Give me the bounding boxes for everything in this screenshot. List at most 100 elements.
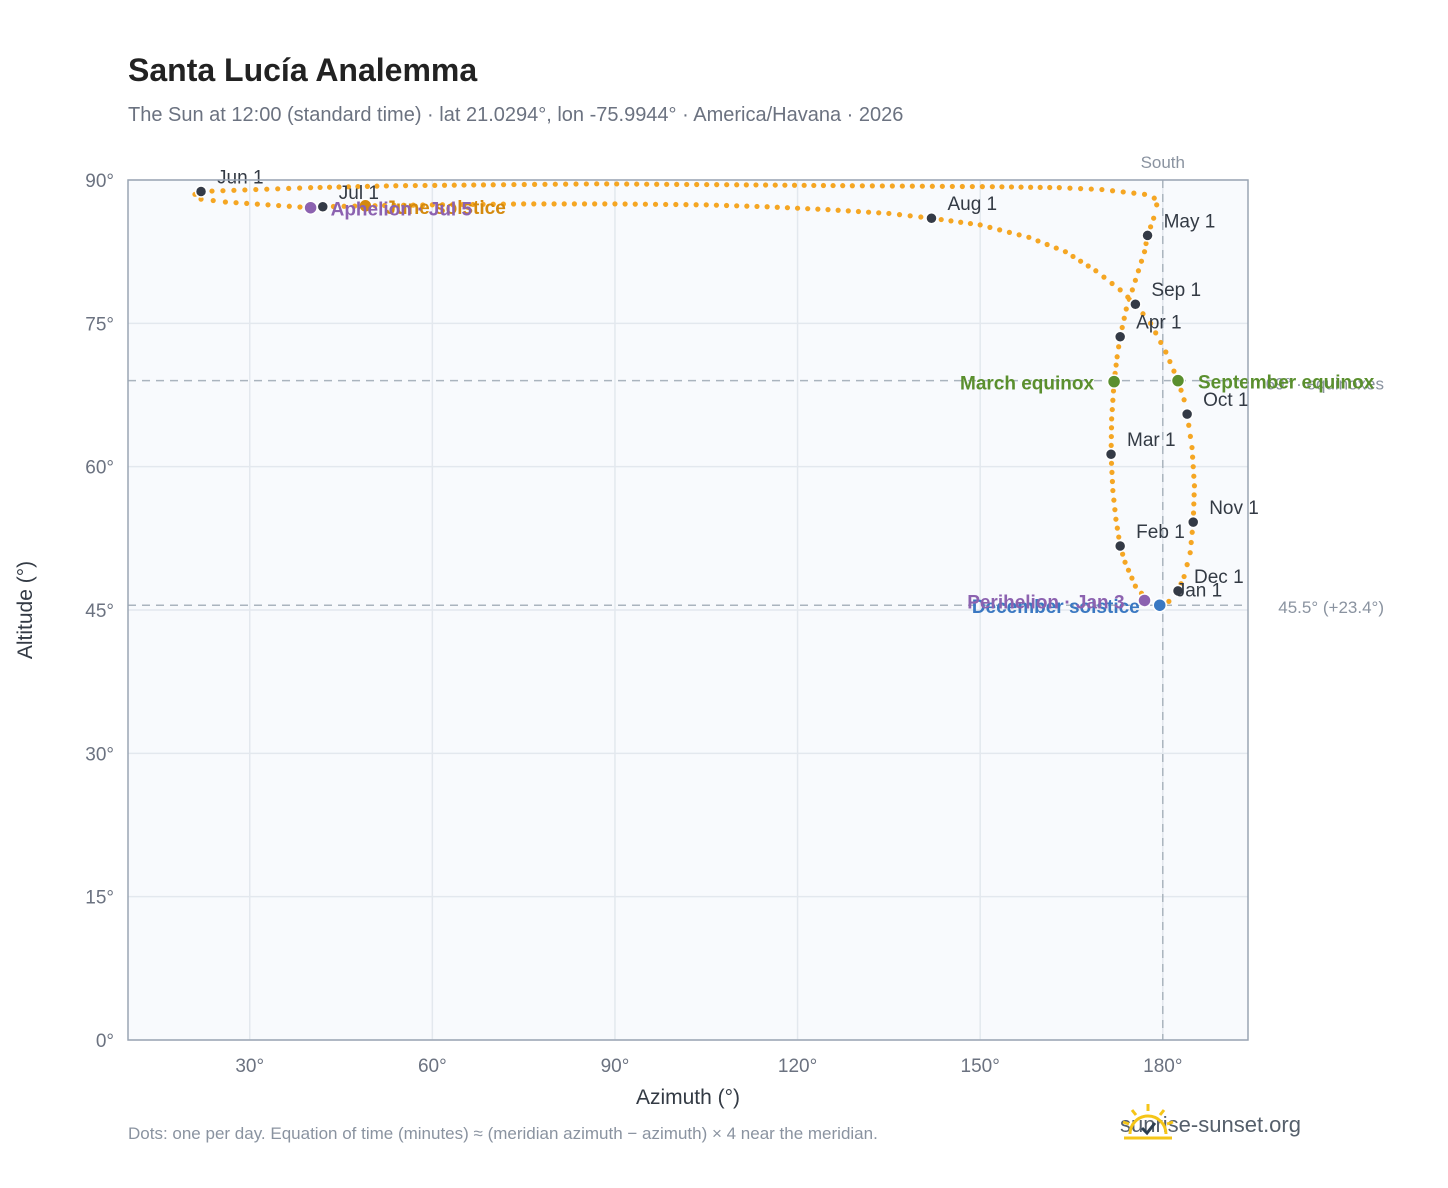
- month-marker: [1129, 297, 1142, 311]
- daily-sun-dot: [451, 182, 457, 188]
- daily-sun-dot: [561, 201, 567, 207]
- month-marker: [1171, 584, 1185, 598]
- daily-sun-dot: [859, 183, 865, 189]
- axes: 30° 60° 90° 120° 150° 180° 0° 15° 30° 45° 60° 75° 90…: [14, 171, 1182, 1109]
- daily-sun-dot: [1108, 433, 1114, 440]
- daily-sun-dot: [1189, 529, 1195, 535]
- daily-sun-dot: [393, 183, 399, 189]
- daily-sun-dot: [840, 183, 846, 189]
- daily-sun-dot: [1187, 550, 1193, 556]
- daily-sun-dot: [713, 202, 720, 208]
- daily-sun-dot: [919, 183, 925, 189]
- daily-sun-dot: [855, 208, 862, 215]
- daily-sun-dot: [1116, 344, 1122, 350]
- daily-sun-dot: [551, 201, 557, 207]
- month-label: Jun 1: [217, 167, 263, 188]
- solstice-line-label: 45.5° (+23.4°): [1278, 598, 1384, 617]
- event-marker: [303, 200, 318, 215]
- daily-sun-dot: [1125, 567, 1132, 573]
- daily-sun-dot: [1140, 311, 1146, 317]
- event-marker: [358, 198, 373, 214]
- sun-logo-icon: [1122, 1104, 1174, 1140]
- daily-sun-dot: [1078, 258, 1084, 264]
- daily-sun-dot: [938, 216, 944, 223]
- daily-sun-dot: [571, 201, 577, 207]
- equinox-line-label: 69° · equinoxes: [1266, 375, 1384, 394]
- y-tick-label: 75°: [85, 314, 114, 335]
- daily-sun-dot: [420, 202, 426, 208]
- daily-sun-dot: [849, 183, 855, 189]
- daily-sun-dot: [374, 183, 380, 189]
- daily-sun-dot: [664, 181, 670, 187]
- daily-sun-dot: [1109, 469, 1115, 475]
- daily-sun-dot: [764, 204, 770, 210]
- daily-sun-dot: [977, 222, 983, 228]
- daily-sun-dot: [592, 201, 598, 207]
- month-label: Dec 1: [1194, 567, 1244, 588]
- daily-sun-dot: [1191, 473, 1197, 479]
- daily-sun-dot: [573, 181, 579, 187]
- month-label: Aug 1: [947, 194, 997, 215]
- daily-sun-dot: [429, 202, 435, 208]
- y-tick-label: 30°: [85, 744, 114, 765]
- daily-sun-dot: [979, 184, 985, 190]
- daily-sun-dot: [1093, 268, 1099, 274]
- daily-sun-dot: [1109, 280, 1115, 287]
- daily-sun-dot: [1085, 263, 1091, 269]
- daily-sun-dot: [383, 183, 389, 189]
- daily-sun-dot: [222, 199, 228, 205]
- month-label: Oct 1: [1203, 390, 1248, 411]
- daily-sun-dot: [614, 181, 620, 187]
- month-label: Jan 1: [1176, 580, 1222, 601]
- daily-sun-dot: [1171, 368, 1177, 374]
- daily-sun-dot: [1109, 406, 1115, 413]
- daily-sun-dot: [253, 186, 259, 193]
- daily-sun-dot: [949, 183, 955, 190]
- month-marker: [1180, 407, 1194, 421]
- markers: [194, 185, 1200, 613]
- month-label: Nov 1: [1209, 498, 1259, 519]
- daily-sun-dot: [634, 181, 640, 187]
- daily-sun-dot: [441, 182, 448, 188]
- daily-sun-dot: [594, 181, 600, 187]
- daily-sun-dot: [1018, 184, 1024, 190]
- daily-sun-dot: [1120, 189, 1126, 195]
- daily-sun-dot: [220, 188, 226, 194]
- daily-sun-dot: [254, 201, 260, 207]
- daily-sun-dot: [1129, 575, 1135, 581]
- daily-sun-dot: [772, 182, 778, 188]
- daily-sun-dot: [684, 181, 690, 188]
- daily-sun-dot: [622, 201, 628, 207]
- daily-sun-dot: [1067, 185, 1073, 191]
- daily-sun-dot: [1129, 287, 1135, 293]
- brand[interactable]: sunrise-sunset.org: [1120, 1102, 1301, 1148]
- daily-sun-dot: [330, 203, 337, 210]
- daily-sun-dot: [521, 181, 527, 188]
- daily-sun-dot: [461, 182, 467, 188]
- daily-sun-dot: [703, 202, 709, 208]
- x-tick-label: 60°: [418, 1056, 447, 1077]
- event-marker: [1137, 593, 1152, 608]
- daily-sun-dot: [784, 205, 791, 211]
- daily-sun-dot: [286, 185, 292, 192]
- daily-sun-dot: [1154, 202, 1160, 208]
- daily-sun-dot: [1122, 559, 1128, 565]
- daily-sun-dot: [612, 201, 618, 207]
- month-label: Mar 1: [1127, 430, 1176, 451]
- daily-sun-dot: [471, 182, 477, 188]
- daily-sun-dot: [583, 181, 589, 187]
- daily-sun-dot: [1151, 195, 1157, 201]
- daily-sun-dot: [1108, 442, 1114, 449]
- daily-sun-dot: [644, 181, 650, 187]
- daily-sun-dot: [999, 184, 1005, 190]
- daily-sun-dot: [845, 208, 851, 214]
- daily-sun-dot: [1138, 258, 1145, 264]
- daily-sun-dot: [624, 181, 630, 187]
- daily-sun-dot: [297, 204, 303, 210]
- daily-sun-dot: [604, 181, 610, 187]
- x-tick-label: 180°: [1143, 1056, 1182, 1077]
- daily-sun-dot: [317, 184, 323, 191]
- month-marker: [1104, 447, 1118, 461]
- month-marker: [1113, 539, 1127, 553]
- daily-sun-dot: [500, 201, 506, 207]
